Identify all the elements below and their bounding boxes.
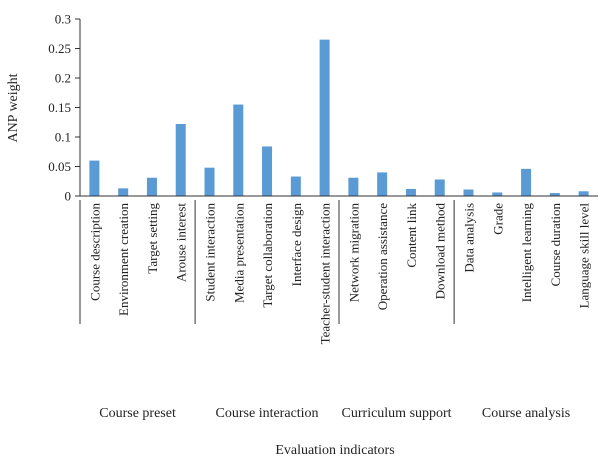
- category-label: Target setting: [145, 203, 160, 274]
- y-axis: 0 0.05 0.1 0.15 0.2 0.25 0.3: [48, 12, 81, 204]
- bar-12: [405, 188, 416, 196]
- category-label: Teacher-student interaction: [318, 203, 333, 345]
- category-groups: Course preset Course interaction Curriculu…: [79, 200, 570, 421]
- bar-4: [175, 124, 186, 196]
- bar-3: [146, 177, 157, 196]
- bar-5: [204, 167, 215, 196]
- category-label: Environment creation: [116, 203, 131, 316]
- y-tick-label: 0.15: [48, 100, 71, 115]
- y-tick-label: 0.1: [55, 130, 71, 145]
- category-label: Target collaboration: [260, 203, 275, 308]
- category-label: Media presentation: [231, 203, 246, 303]
- y-tick-label: 0.05: [48, 159, 71, 174]
- category-label: Intelligent learning: [519, 203, 534, 303]
- category-label: Course description: [87, 203, 102, 301]
- bar-7: [262, 146, 273, 196]
- bar-14: [463, 189, 474, 196]
- y-tick-label: 0.3: [55, 12, 71, 27]
- bar-6: [233, 104, 244, 196]
- bar-8: [290, 176, 301, 196]
- bar-18: [578, 191, 589, 196]
- category-label: Course duration: [548, 203, 563, 287]
- bar-15: [492, 192, 503, 196]
- category-label: Student interaction: [203, 203, 218, 302]
- bar-9: [319, 39, 330, 197]
- group-label: Course interaction: [216, 406, 319, 421]
- x-axis: Course description Environment creation Ta…: [80, 195, 598, 345]
- bar-13: [434, 179, 445, 196]
- bar-1: [89, 160, 100, 196]
- y-axis-title: ANP weight: [6, 73, 21, 142]
- bar-16: [521, 168, 532, 196]
- y-tick-label: 0.25: [48, 41, 71, 56]
- category-label: Data analysis: [462, 203, 477, 273]
- y-tick-label: 0: [65, 189, 72, 204]
- bar-11: [377, 172, 388, 196]
- category-label: Arouse interest: [174, 203, 189, 282]
- category-label: Interface design: [289, 203, 304, 287]
- category-label: Network migration: [346, 203, 361, 303]
- category-label: Download method: [433, 203, 448, 300]
- category-label: Content link: [404, 203, 419, 268]
- bar-17: [549, 193, 560, 196]
- category-label: Grade: [490, 203, 505, 235]
- group-label: Curriculum support: [342, 406, 452, 421]
- group-label: Course preset: [99, 406, 176, 421]
- bars: [89, 39, 589, 197]
- bar-2: [118, 188, 129, 196]
- bar-10: [348, 177, 359, 196]
- x-axis-title: Evaluation indicators: [275, 443, 394, 458]
- category-label: Language skill level: [577, 203, 592, 309]
- y-tick-label: 0.2: [55, 71, 71, 86]
- group-label: Course analysis: [482, 406, 570, 421]
- category-label: Operation assistance: [375, 203, 390, 310]
